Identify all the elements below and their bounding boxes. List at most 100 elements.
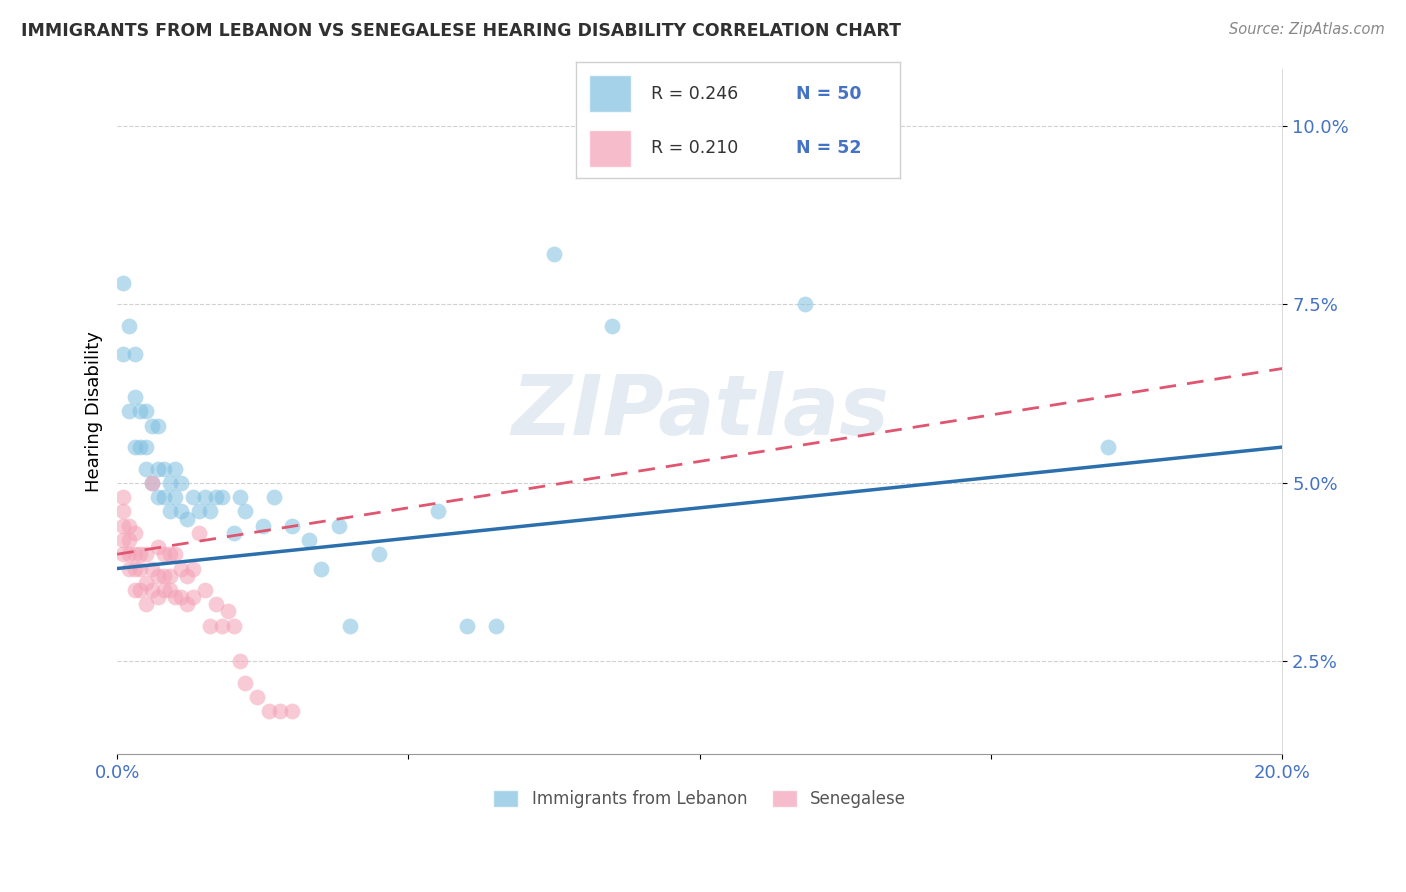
Point [124, 440, 146, 454]
Point [211, 490, 233, 504]
Point [181, 590, 204, 604]
Point [281, 704, 304, 718]
Point [187, 525, 209, 540]
Point [235, 675, 257, 690]
Point [135, 547, 157, 561]
FancyBboxPatch shape [589, 129, 631, 167]
Point [194, 582, 217, 597]
Text: N = 50: N = 50 [796, 85, 862, 103]
Point [200, 618, 222, 632]
Point [176, 597, 198, 611]
Point [602, 318, 624, 333]
Point [1097, 440, 1119, 454]
Point [309, 561, 332, 575]
Point [170, 475, 193, 490]
Point [165, 547, 187, 561]
Point [181, 490, 204, 504]
Text: IMMIGRANTS FROM LEBANON VS SENEGALESE HEARING DISABILITY CORRELATION CHART: IMMIGRANTS FROM LEBANON VS SENEGALESE HE… [21, 22, 901, 40]
Point [146, 540, 169, 554]
Point [176, 568, 198, 582]
Point [141, 582, 163, 597]
Point [181, 561, 204, 575]
Point [485, 618, 508, 632]
Point [269, 704, 291, 718]
Point [111, 490, 134, 504]
Point [368, 547, 391, 561]
Point [176, 511, 198, 525]
Point [152, 461, 174, 475]
Point [217, 604, 239, 618]
Point [111, 547, 134, 561]
Point [111, 347, 134, 361]
Point [339, 618, 361, 632]
Point [146, 568, 169, 582]
Point [793, 297, 815, 311]
Point [146, 490, 169, 504]
Text: R = 0.246: R = 0.246 [651, 85, 738, 103]
Point [543, 247, 565, 261]
Point [141, 561, 163, 575]
Point [222, 525, 245, 540]
Point [246, 690, 269, 704]
Point [456, 618, 478, 632]
Point [118, 547, 141, 561]
Point [129, 440, 152, 454]
Point [118, 561, 141, 575]
Point [111, 276, 134, 290]
Point [141, 475, 163, 490]
Point [111, 518, 134, 533]
Point [159, 547, 181, 561]
Point [211, 618, 233, 632]
Point [124, 347, 146, 361]
Point [165, 461, 187, 475]
Point [111, 533, 134, 547]
Point [111, 504, 134, 518]
Point [135, 404, 157, 418]
Point [135, 461, 157, 475]
Point [426, 504, 449, 518]
Point [124, 582, 146, 597]
Point [159, 475, 181, 490]
Point [222, 618, 245, 632]
Point [129, 404, 152, 418]
Point [141, 418, 163, 433]
Point [129, 561, 152, 575]
Point [152, 547, 174, 561]
Point [165, 490, 187, 504]
Point [124, 547, 146, 561]
Point [200, 504, 222, 518]
Text: N = 52: N = 52 [796, 139, 862, 157]
Point [135, 440, 157, 454]
Point [135, 575, 157, 590]
Point [141, 475, 163, 490]
Text: R = 0.210: R = 0.210 [651, 139, 738, 157]
FancyBboxPatch shape [589, 75, 631, 112]
Point [159, 568, 181, 582]
Point [124, 561, 146, 575]
Point [205, 597, 228, 611]
Legend: Immigrants from Lebanon, Senegalese: Immigrants from Lebanon, Senegalese [486, 783, 912, 814]
Point [159, 582, 181, 597]
Point [187, 504, 209, 518]
Point [159, 504, 181, 518]
Point [205, 490, 228, 504]
Point [170, 561, 193, 575]
Point [235, 504, 257, 518]
Point [129, 547, 152, 561]
Point [118, 533, 141, 547]
Point [129, 582, 152, 597]
Point [170, 590, 193, 604]
Point [194, 490, 217, 504]
Point [263, 490, 285, 504]
Point [118, 518, 141, 533]
Point [135, 597, 157, 611]
Point [124, 390, 146, 404]
Point [152, 582, 174, 597]
Point [118, 318, 141, 333]
Point [146, 590, 169, 604]
Point [228, 490, 250, 504]
Point [170, 504, 193, 518]
Point [298, 533, 321, 547]
Point [118, 404, 141, 418]
Point [146, 461, 169, 475]
